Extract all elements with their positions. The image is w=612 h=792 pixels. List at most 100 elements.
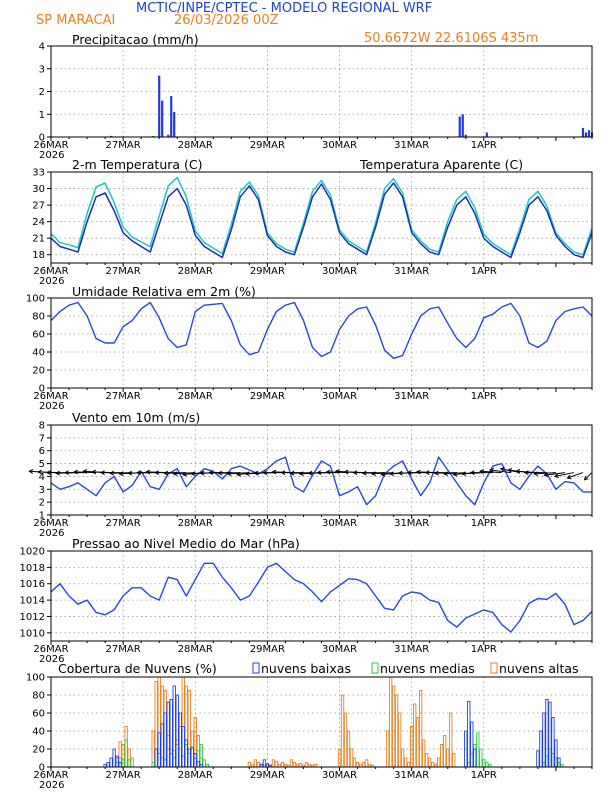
clouds-xtick-label: 26MAR bbox=[33, 770, 68, 781]
wind-barb-head bbox=[433, 470, 439, 476]
wind-barb-head bbox=[352, 470, 358, 475]
cloud-high-bar bbox=[352, 757, 357, 768]
wind-barb-head bbox=[361, 470, 367, 476]
precip-bar bbox=[167, 134, 170, 137]
rh-ytick-label: 100 bbox=[26, 294, 45, 305]
temp-title: 2-m Temperatura (C) bbox=[72, 157, 203, 172]
cloud-low-bar bbox=[181, 726, 185, 768]
pressure-xtick-label: 29MAR bbox=[250, 644, 285, 655]
precip-bar bbox=[161, 100, 164, 137]
cloud-low-bar bbox=[470, 721, 474, 768]
precip-bar bbox=[173, 111, 176, 137]
cloud-low-bar bbox=[109, 757, 113, 768]
pressure-year-label: 2026 bbox=[39, 654, 64, 665]
cloud-high-bar bbox=[416, 717, 420, 768]
clouds-ytick-label: 60 bbox=[32, 709, 45, 720]
cloud-high-bar bbox=[355, 762, 360, 768]
wind-barb-head bbox=[380, 471, 386, 477]
legend-swatch-high bbox=[490, 662, 498, 674]
cloud-low-bar bbox=[184, 739, 188, 768]
cloud-high-bar bbox=[422, 739, 426, 768]
precip-bar bbox=[485, 132, 488, 137]
wind-barb-head bbox=[181, 471, 187, 477]
clouds-xtick-label: 30MAR bbox=[322, 770, 357, 781]
wind-barb-head bbox=[217, 470, 223, 476]
rh-xtick-label: 29MAR bbox=[250, 391, 285, 402]
precip-xtick-label: 26MAR bbox=[33, 140, 68, 151]
precip-title: Precipitacao (mm/h) bbox=[72, 32, 199, 47]
wind-barb-head bbox=[28, 469, 34, 474]
cloud-high-bar bbox=[385, 730, 390, 768]
cloud-high-bar bbox=[452, 753, 456, 768]
wind-ytick-label: 1 bbox=[39, 511, 45, 522]
wind-barb-head bbox=[499, 467, 505, 472]
cloud-low-bar bbox=[112, 748, 116, 768]
precip-bar bbox=[158, 75, 161, 137]
wind-barb-head bbox=[325, 469, 331, 475]
wind-barb bbox=[534, 472, 556, 475]
clouds-xtick-label: 31MAR bbox=[394, 770, 429, 781]
temp-xtick-label: 29MAR bbox=[250, 266, 285, 277]
cloud-low-bar bbox=[178, 712, 182, 768]
precip-xtick-label: 27MAR bbox=[106, 140, 141, 151]
rh-title: Umidade Relativa em 2m (%) bbox=[72, 284, 256, 299]
wind-panel: 1 2 3 4 5 6 78 26MAR 27MAR 28MAR 29MAR 30MAR 31MAR 1A… bbox=[28, 421, 593, 539]
precip-ytick-label: 3 bbox=[39, 64, 45, 75]
legend-mid: nuvens medias bbox=[380, 661, 475, 676]
wind-xtick-label: 26MAR bbox=[33, 518, 68, 529]
precip-xtick-label: 29MAR bbox=[250, 140, 285, 151]
precip-year-label: 2026 bbox=[39, 150, 64, 161]
temp-ytick-label: 27 bbox=[32, 201, 45, 212]
cloud-low-bar bbox=[539, 730, 543, 768]
wind-barb-head bbox=[271, 469, 277, 475]
wind-barb-head bbox=[163, 470, 169, 476]
wind-barb-head bbox=[280, 470, 286, 475]
temp-ytick-label: 30 bbox=[32, 184, 45, 195]
cloud-low-bar bbox=[551, 717, 555, 768]
temp-xtick-label: 30MAR bbox=[322, 266, 357, 277]
wind-barb-head bbox=[289, 470, 295, 476]
rh-xtick-label: 28MAR bbox=[178, 391, 213, 402]
cloud-low-bar bbox=[160, 723, 164, 768]
cloud-high-bar bbox=[410, 726, 414, 768]
precip-bar bbox=[461, 114, 464, 137]
wind-barb-head bbox=[172, 471, 178, 477]
wind-barb-head bbox=[208, 470, 214, 475]
cloud-mid-bar bbox=[476, 732, 480, 768]
wind-frame bbox=[50, 424, 593, 516]
temp-ytick-label: 21 bbox=[32, 234, 45, 245]
wind-xtick-label: 27MAR bbox=[106, 518, 141, 529]
rh-ytick-label: 40 bbox=[32, 348, 45, 359]
wind-barb-head bbox=[388, 471, 394, 477]
rh-ytick-label: 0 bbox=[39, 384, 45, 395]
wind-barb-head bbox=[127, 470, 133, 476]
rh-xtick-label: 31MAR bbox=[394, 391, 429, 402]
wind-barb-head bbox=[479, 469, 485, 474]
pressure-ytick-label: 1016 bbox=[20, 579, 45, 590]
wind-barb-head bbox=[507, 468, 513, 473]
cloud-low-bar bbox=[190, 746, 194, 768]
wind-barb-head bbox=[262, 470, 268, 475]
wind-title: Vento em 10m (m/s) bbox=[72, 410, 200, 425]
precip-xtick-label: 31MAR bbox=[394, 140, 429, 151]
pressure-xtick-label: 31MAR bbox=[394, 644, 429, 655]
rh-ytick-label: 80 bbox=[32, 312, 45, 323]
legend-low: nuvens baixas bbox=[261, 661, 351, 676]
precip-xtick-label: 28MAR bbox=[178, 140, 213, 151]
cloud-high-bar bbox=[274, 761, 279, 768]
cloud-low-bar bbox=[118, 762, 122, 768]
wind-barb bbox=[490, 469, 511, 474]
temp-panel: 18 21 24 27 30 33 26MAR 27MAR 28MAR 29MAR 30MAR 31M… bbox=[32, 168, 593, 287]
wind-ytick-label: 7 bbox=[39, 433, 45, 444]
wind-ytick-label: 8 bbox=[39, 421, 45, 432]
wind-barb bbox=[544, 472, 566, 476]
cloud-low-bar bbox=[166, 701, 170, 768]
rh-year-label: 2026 bbox=[39, 401, 64, 412]
pressure-panel: 1010 1012 1014 1016 1018 1020 26MAR 27MAR 28MAR 2… bbox=[20, 547, 593, 665]
rh-ytick-label: 20 bbox=[32, 366, 45, 377]
pressure-ytick-label: 1020 bbox=[20, 547, 45, 558]
cloud-low-bar bbox=[169, 699, 173, 768]
cloud-mid-bar bbox=[202, 759, 206, 768]
cloud-frame bbox=[50, 676, 593, 768]
wind-barb-head bbox=[307, 470, 313, 476]
